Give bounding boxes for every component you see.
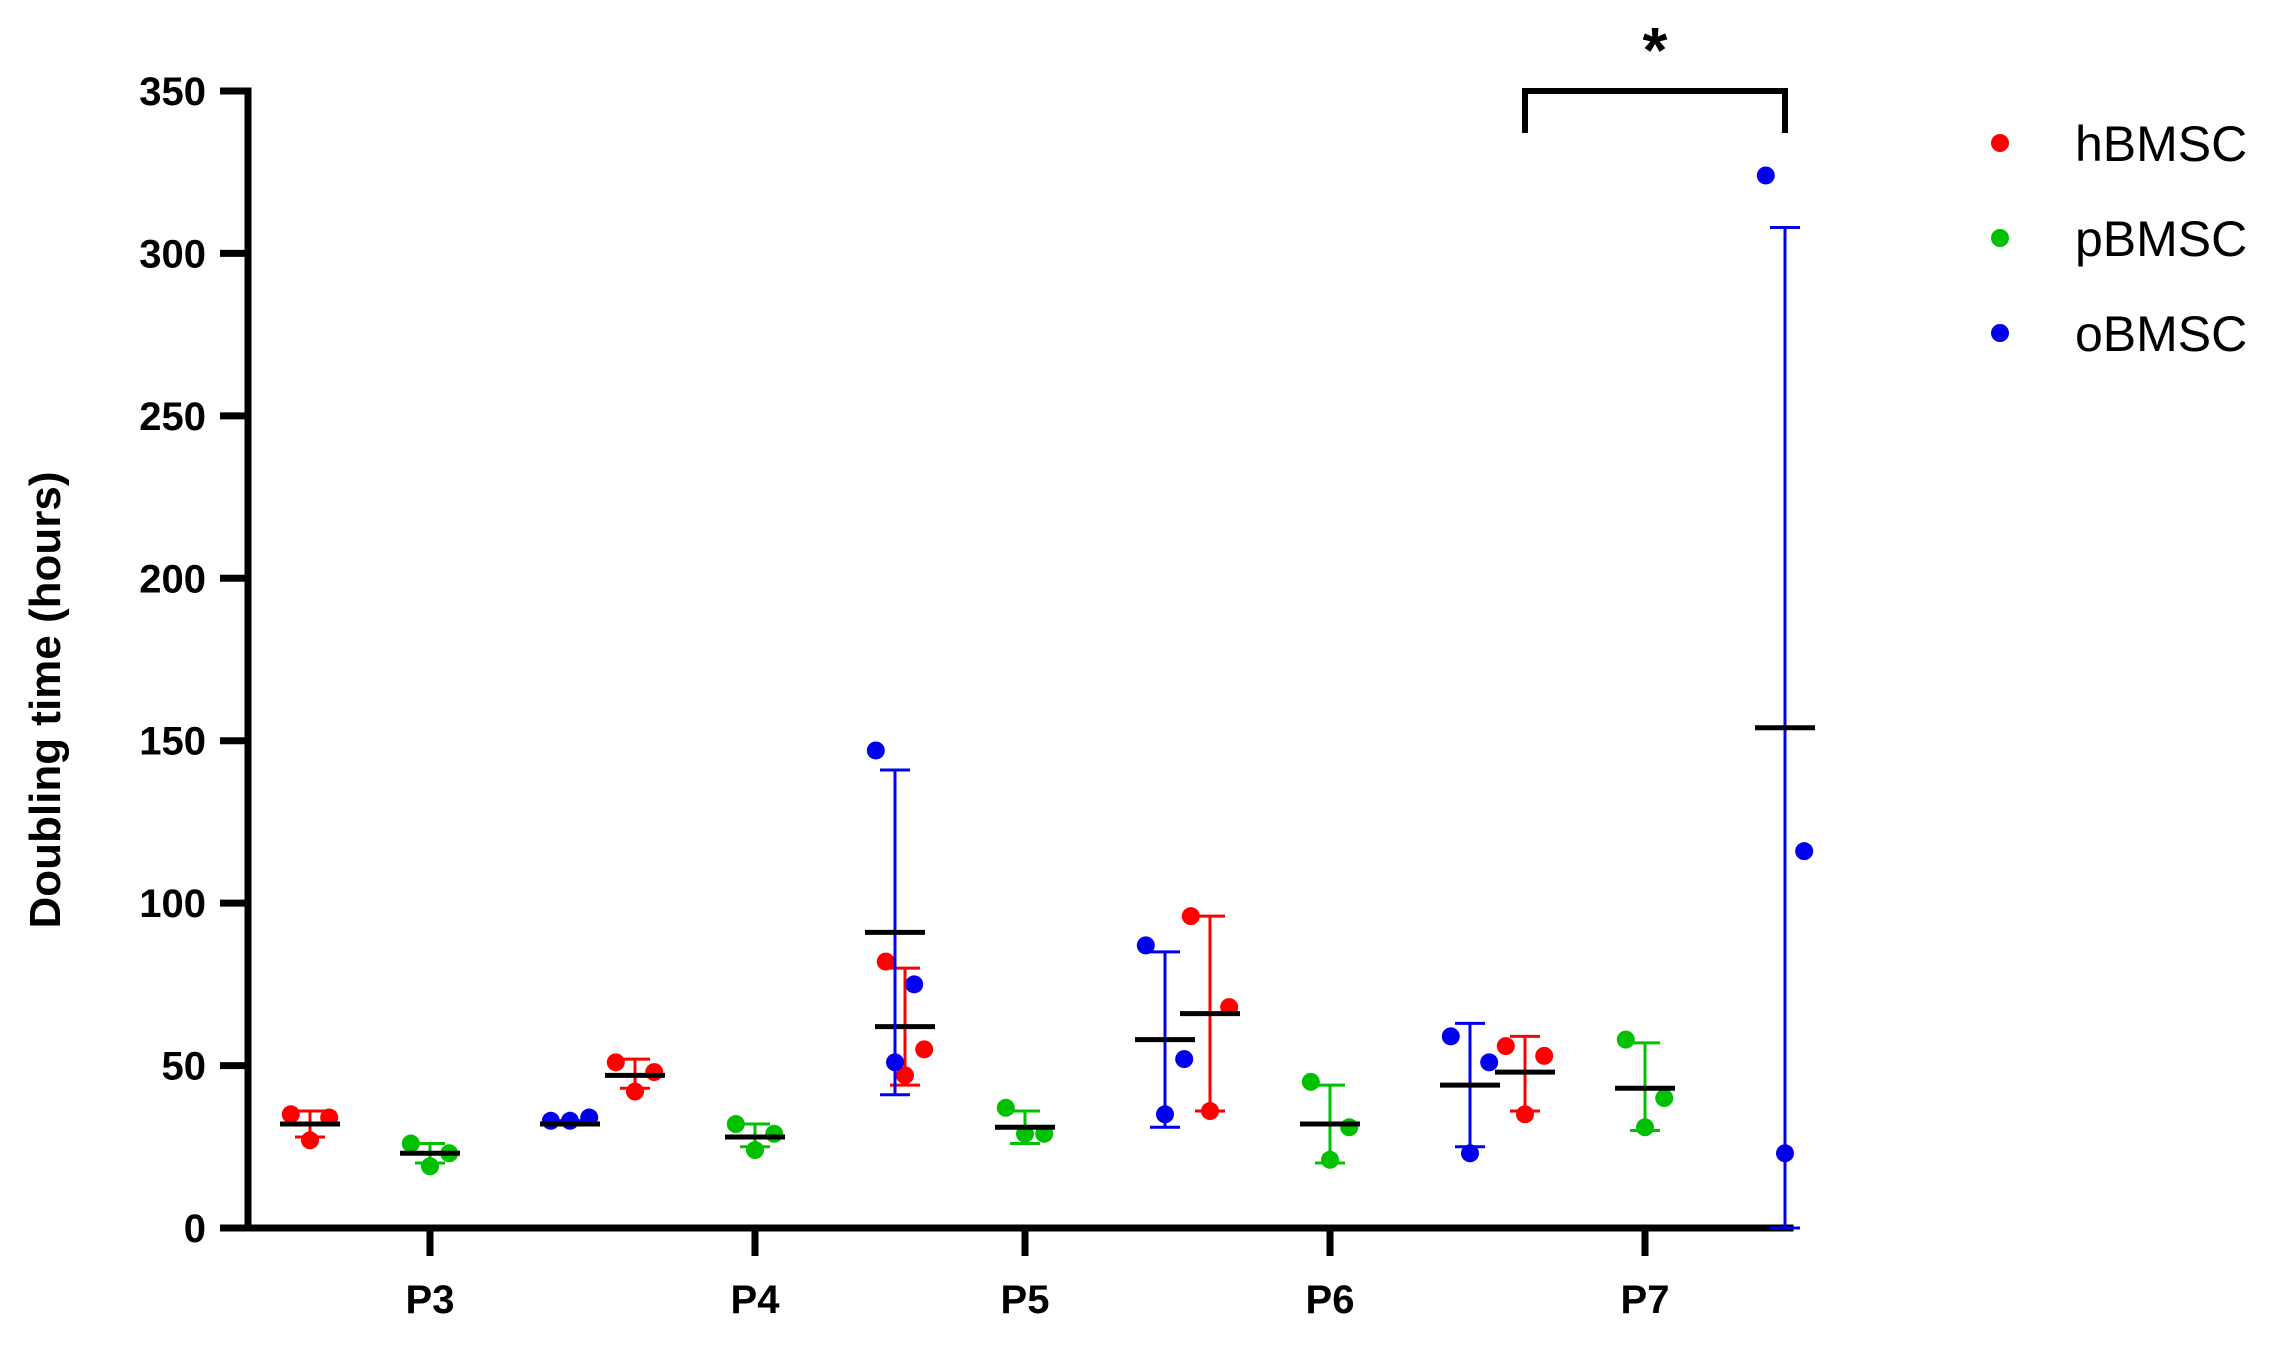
pbmsc-point-p7 [1636, 1118, 1654, 1137]
pbmsc-point-p4 [726, 1115, 745, 1134]
y-tick-label: 250 [139, 395, 206, 439]
pbmsc-point-p4 [746, 1141, 764, 1160]
y-tick-label: 50 [162, 1045, 207, 1089]
obmsc-point-p5 [1175, 1050, 1194, 1069]
obmsc-point-p3 [561, 1111, 579, 1130]
y-tick-label: 350 [139, 70, 206, 114]
y-axis-label: Doubling time (hours) [21, 471, 70, 928]
obmsc-point-p7 [1756, 166, 1775, 185]
y-tick-label: 300 [139, 232, 206, 276]
legend: hBMSC pBMSC oBMSC [1991, 116, 2247, 362]
obmsc-point-p6 [1480, 1053, 1499, 1072]
obmsc-point-p7 [1776, 1144, 1794, 1163]
pbmsc-point-p7 [1616, 1030, 1635, 1049]
pbmsc-point-p6 [1340, 1118, 1359, 1137]
hbmsc-point-p5 [896, 1066, 914, 1085]
pbmsc-point-p3 [401, 1134, 420, 1153]
x-tick-label-p5: P5 [1001, 1278, 1050, 1322]
obmsc-point-p5 [1136, 936, 1155, 955]
obmsc-point-p4 [905, 975, 924, 994]
legend-marker-hbmsc [1991, 134, 2009, 152]
hbmsc-point-p6 [1181, 907, 1200, 926]
hbmsc-point-p5 [876, 952, 895, 971]
pbmsc-point-p7 [1655, 1089, 1674, 1108]
legend-marker-obmsc [1991, 324, 2009, 342]
hbmsc-point-p3 [301, 1131, 319, 1150]
y-tick-label: 150 [139, 720, 206, 764]
hbmsc-point-p7 [1496, 1037, 1515, 1056]
legend-label-hbmsc: hBMSC [2075, 116, 2247, 172]
data-marks: * [280, 14, 1815, 1230]
significance-star: * [1643, 14, 1668, 86]
hbmsc-point-p7 [1516, 1105, 1534, 1124]
y-tick-label: 200 [139, 557, 206, 601]
legend-label-pbmsc: pBMSC [2075, 211, 2247, 267]
x-tick-label-p3: P3 [406, 1278, 455, 1322]
obmsc-point-p6 [1461, 1144, 1479, 1163]
pbmsc-point-p3 [421, 1157, 439, 1176]
pbmsc-point-p6 [1301, 1072, 1320, 1091]
hbmsc-point-p4 [606, 1053, 625, 1072]
pbmsc-point-p6 [1321, 1150, 1339, 1169]
hbmsc-point-p4 [626, 1082, 644, 1101]
pbmsc-point-p5 [996, 1098, 1015, 1117]
axes: 0 50 100 150 200 250 300 350 P3 P4 P5 P6 P7 [139, 70, 1794, 1322]
x-tick-label-p7: P7 [1621, 1278, 1670, 1322]
obmsc-point-p5 [1156, 1105, 1174, 1124]
hbmsc-point-p4 [645, 1063, 664, 1082]
hbmsc-point-p3 [281, 1105, 300, 1124]
y-tick-label: 0 [184, 1207, 206, 1251]
y-tick-label: 100 [139, 882, 206, 926]
obmsc-point-p7 [1795, 842, 1814, 861]
obmsc-point-p4 [886, 1053, 904, 1072]
legend-marker-pbmsc [1991, 229, 2009, 247]
legend-label-obmsc: oBMSC [2075, 306, 2247, 362]
x-tick-label-p6: P6 [1306, 1278, 1355, 1322]
x-tick-label-p4: P4 [731, 1278, 781, 1322]
hbmsc-point-p5 [915, 1040, 934, 1059]
obmsc-point-p3 [541, 1111, 560, 1130]
obmsc-point-p4 [866, 741, 885, 760]
hbmsc-point-p6 [1201, 1102, 1219, 1121]
pbmsc-point-p4 [765, 1124, 784, 1143]
hbmsc-point-p7 [1535, 1046, 1554, 1065]
obmsc-point-p6 [1441, 1027, 1460, 1046]
significance-bracket [1522, 88, 1788, 133]
